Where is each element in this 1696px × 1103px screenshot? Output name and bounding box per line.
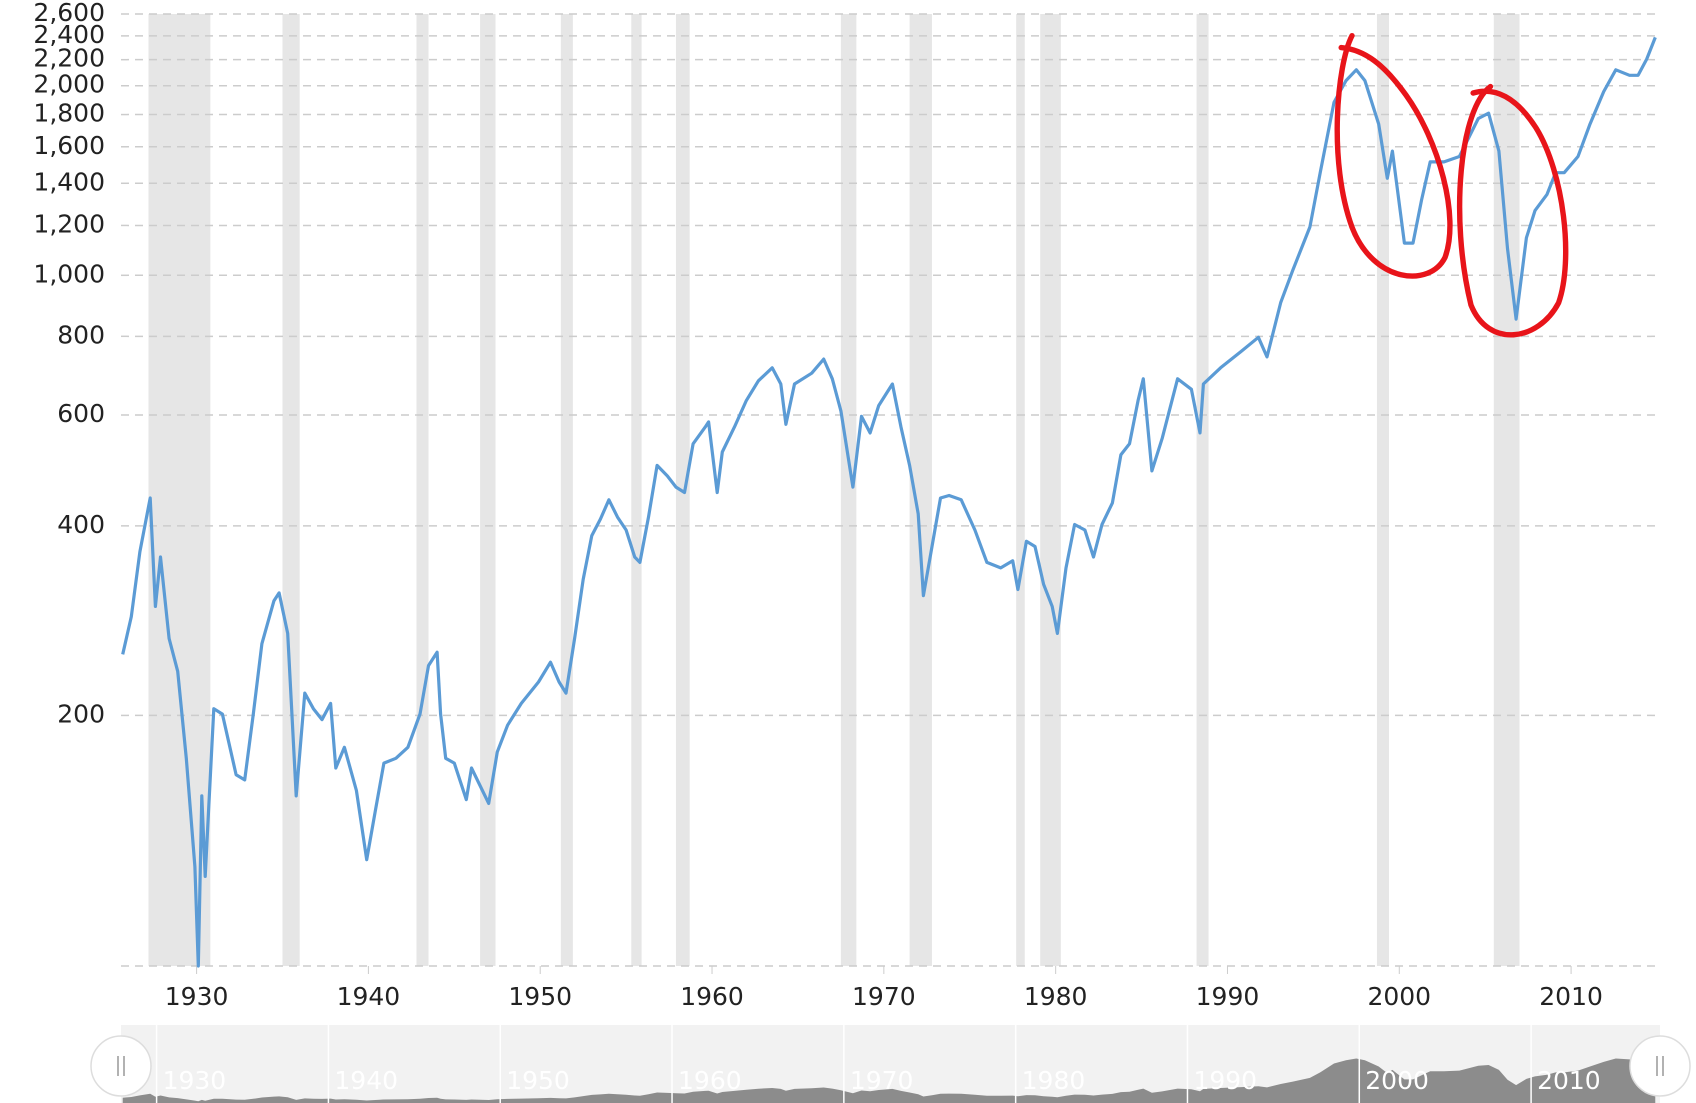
navigator-label: 1950	[506, 1066, 570, 1095]
y-tick-label: 2,000	[33, 70, 105, 99]
annotation-circle	[1456, 83, 1569, 338]
x-tick-label: 1980	[1024, 982, 1088, 1011]
y-tick-label: 800	[57, 320, 105, 349]
recession-band	[631, 14, 642, 966]
navigator-label: 1970	[850, 1066, 914, 1095]
navigator-area	[122, 1052, 1656, 1103]
y-tick-label: 1,200	[33, 209, 105, 238]
recession-bands	[148, 14, 1520, 966]
navigator-label: 1990	[1193, 1066, 1257, 1095]
y-tick-label: 400	[57, 510, 105, 539]
recession-band	[1040, 14, 1061, 966]
recession-band	[1016, 14, 1025, 966]
navigator-handle[interactable]	[1629, 1035, 1691, 1097]
y-tick-label: 1,000	[33, 259, 105, 288]
recession-band	[909, 14, 932, 966]
plot	[121, 36, 1657, 968]
annotation-circle	[1334, 32, 1453, 279]
navigator-label: 1940	[334, 1066, 398, 1095]
recession-band	[480, 14, 496, 966]
x-tick-label: 1940	[337, 982, 401, 1011]
recession-band	[1376, 14, 1389, 966]
y-tick-label: 600	[57, 399, 105, 428]
y-tick-label: 2,600	[33, 0, 105, 27]
y-tick-label: 1,400	[33, 167, 105, 196]
recession-band	[416, 14, 429, 966]
navigator[interactable]: 1930 1940 1950 1960 1970 1980 1990 2000 2010	[90, 1025, 1691, 1103]
price-line	[121, 36, 1657, 968]
navigator-label: 2000	[1365, 1066, 1429, 1095]
x-tick-label: 1970	[852, 982, 916, 1011]
y-tick-label: 200	[57, 699, 105, 728]
handle-circle[interactable]	[90, 1035, 152, 1097]
recession-band	[1493, 14, 1520, 966]
y-tick-label: 1,600	[33, 131, 105, 160]
grid: 200 400 600 800 1,000 1,200 1,400 1,600 1,8002,0…	[33, 0, 1659, 1011]
navigator-handle[interactable]	[90, 1035, 152, 1097]
annotations	[1334, 32, 1569, 338]
x-tick-label: 1960	[680, 982, 744, 1011]
y-tick-label: 2,400	[33, 20, 105, 49]
navigator-label: 2010	[1537, 1066, 1601, 1095]
navigator-label: 1960	[678, 1066, 742, 1095]
recession-band	[282, 14, 300, 966]
x-tick-label: 1990	[1196, 982, 1260, 1011]
handle-circle[interactable]	[1629, 1035, 1691, 1097]
x-tick-label: 2010	[1539, 982, 1603, 1011]
navigator-label: 1980	[1022, 1066, 1086, 1095]
x-tick-label: 1950	[508, 982, 572, 1011]
recession-band	[560, 14, 573, 966]
navigator-label: 1930	[163, 1066, 227, 1095]
x-tick-label: 1930	[165, 982, 229, 1011]
y-tick-label: 1,800	[33, 99, 105, 128]
recession-band	[840, 14, 857, 966]
x-tick-label: 2000	[1367, 982, 1431, 1011]
recession-band	[1196, 14, 1209, 966]
y-tick-label: 2,200	[33, 44, 105, 73]
